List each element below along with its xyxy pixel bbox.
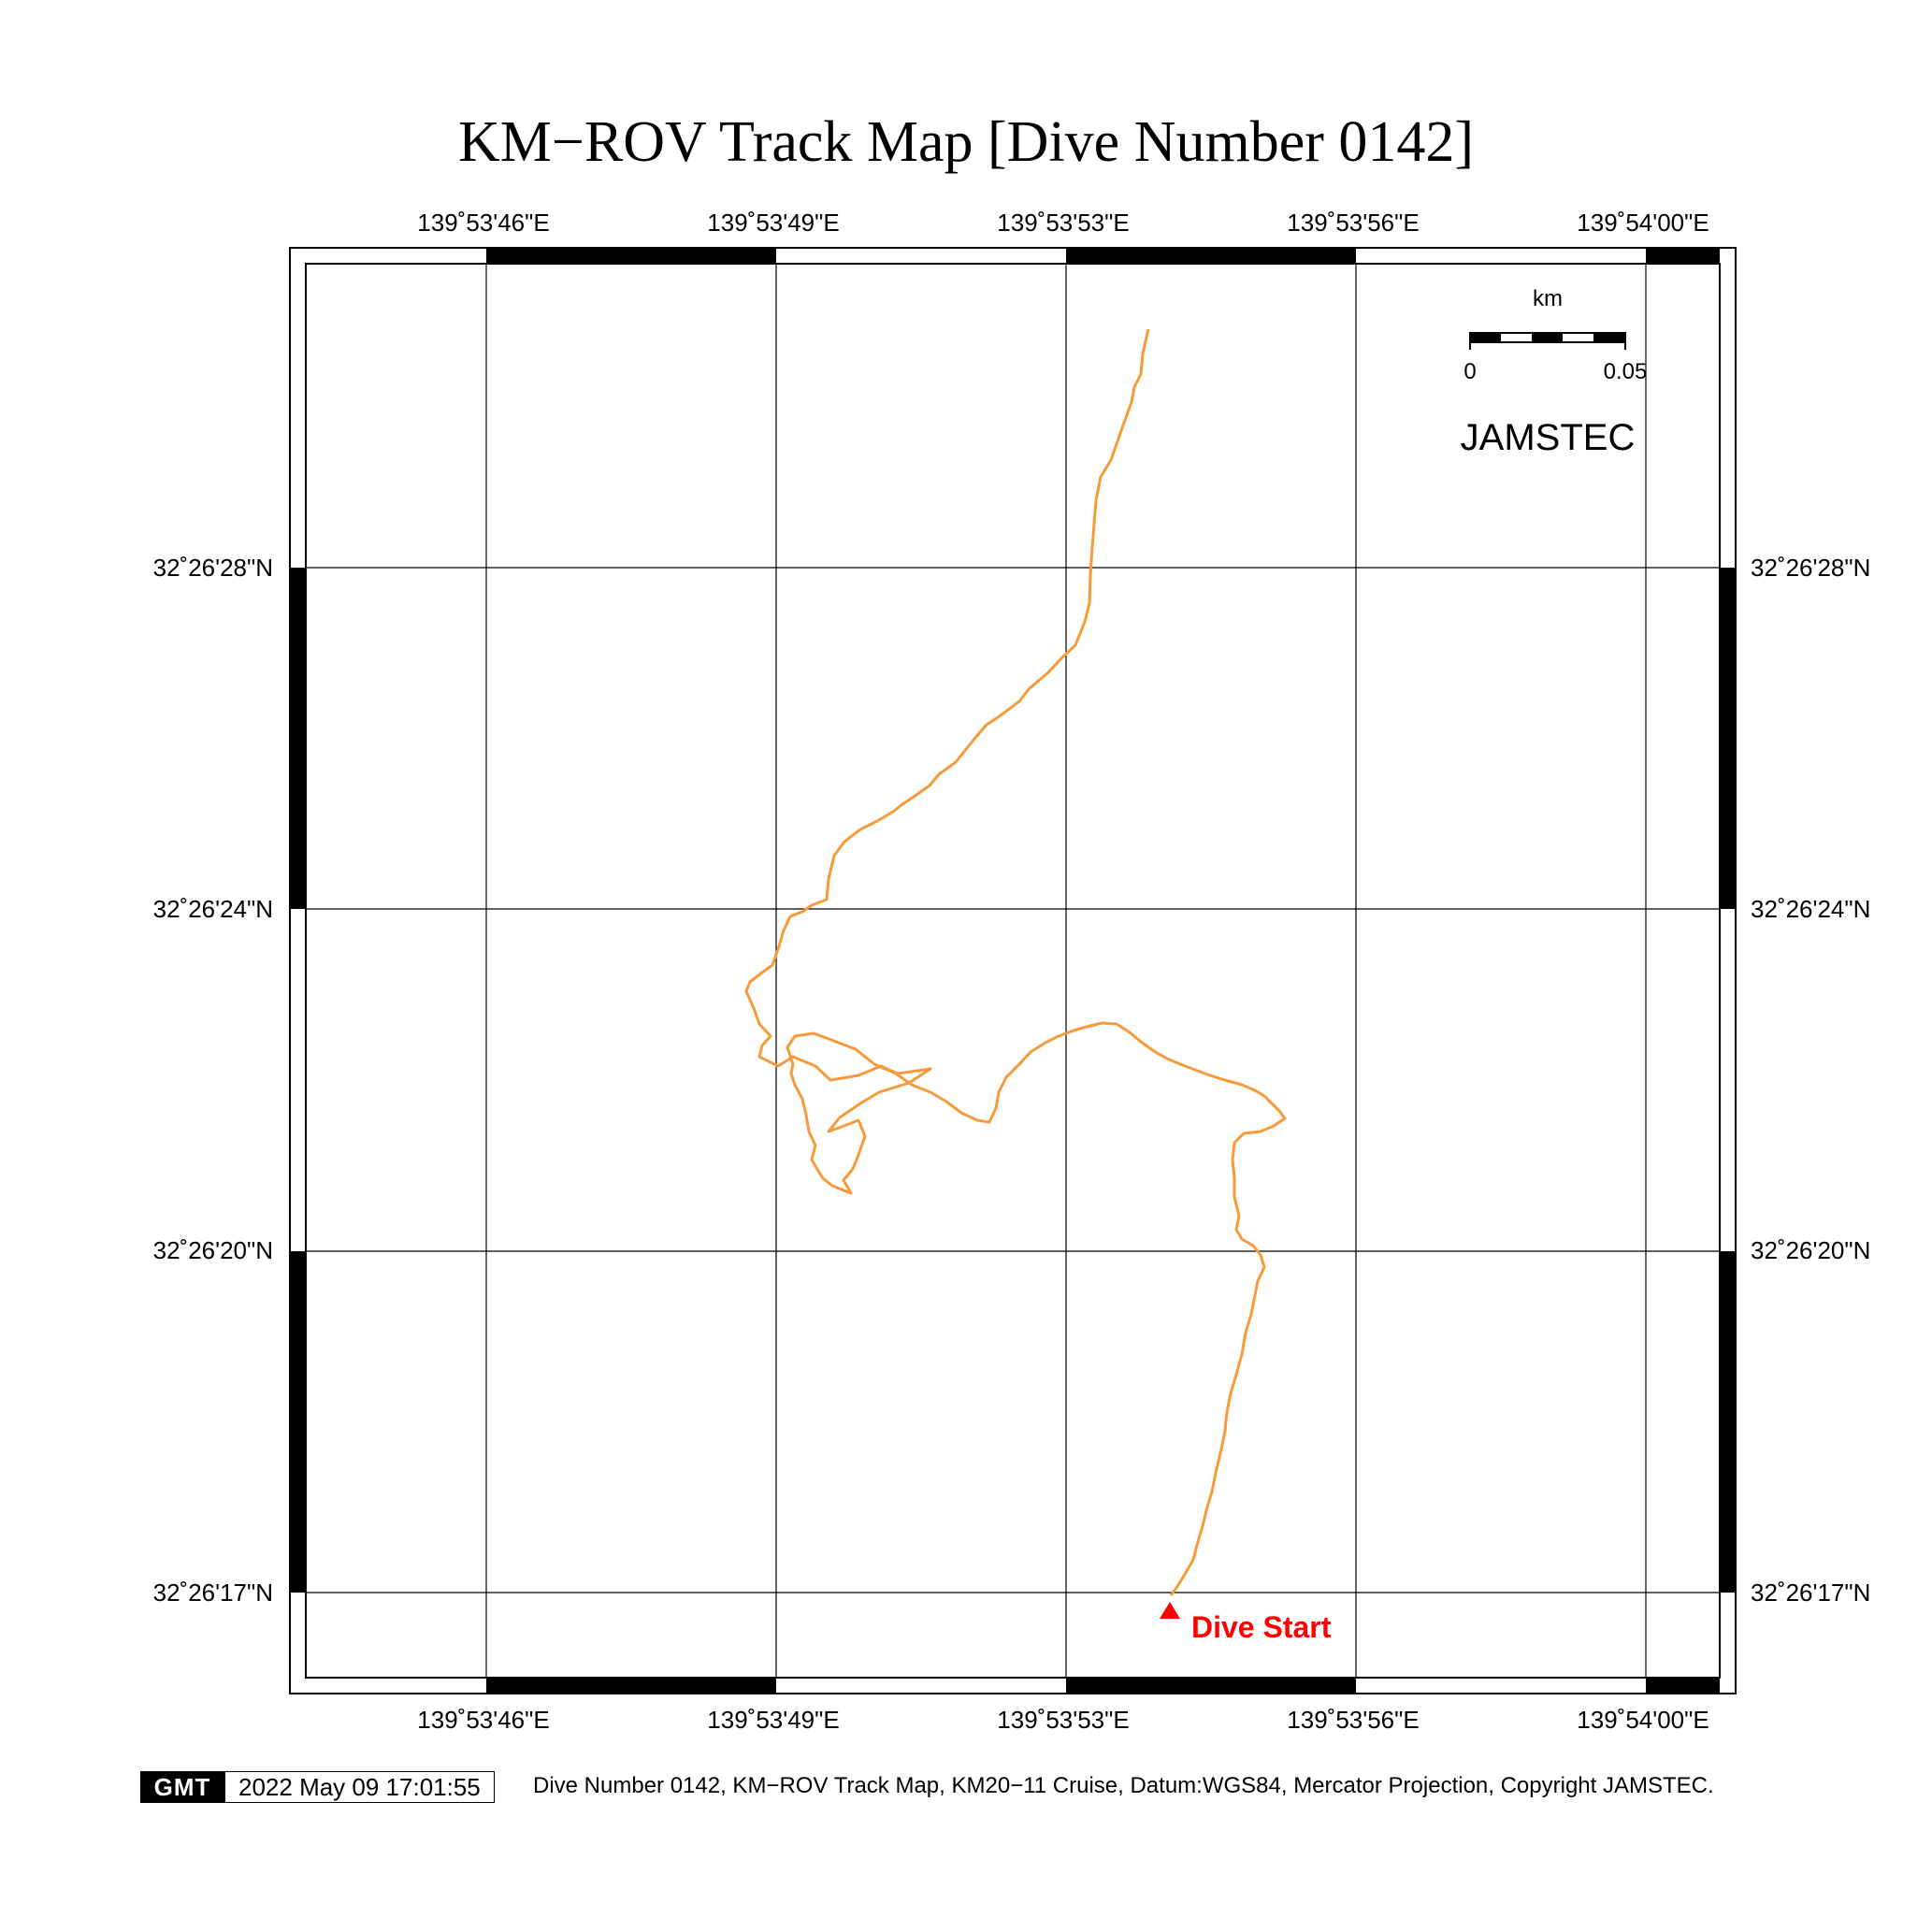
- left-lat-label: 32˚26'24"N: [152, 895, 273, 923]
- right-lat-label: 32˚26'20"N: [1751, 1236, 1871, 1264]
- top-lon-label: 139˚53'46"E: [417, 209, 550, 237]
- top-lon-label: 139˚53'53"E: [997, 209, 1130, 237]
- bottom-lon-label: 139˚54'00"E: [1577, 1706, 1709, 1734]
- gridlines: [306, 264, 1720, 1678]
- scale-bar: [1469, 332, 1626, 350]
- dive-start-marker: [1160, 1602, 1180, 1619]
- map-caption: Dive Number 0142, KM−ROV Track Map, KM20…: [533, 1773, 1714, 1798]
- left-lat-label: 32˚26'17"N: [152, 1579, 273, 1607]
- scale-end-label: 0.05: [1603, 359, 1648, 384]
- rov-track: [744, 328, 1287, 1596]
- organization-label: JAMSTEC: [1460, 417, 1636, 458]
- bottom-lon-label: 139˚53'46"E: [417, 1706, 550, 1734]
- outer-frame: [289, 247, 1737, 1694]
- frame-ticks: [291, 249, 1735, 1693]
- left-lat-label: 32˚26'20"N: [152, 1236, 273, 1264]
- top-lon-label: 139˚53'56"E: [1287, 209, 1420, 237]
- scale-start-label: 0: [1463, 359, 1477, 384]
- right-lat-label: 32˚26'24"N: [1751, 895, 1871, 923]
- bottom-lon-label: 139˚53'49"E: [707, 1706, 840, 1734]
- gmt-timestamp: GMT 2022 May 09 17:01:55: [140, 1769, 495, 1805]
- right-lat-label: 32˚26'17"N: [1751, 1579, 1871, 1607]
- gmt-logo: GMT: [140, 1771, 224, 1803]
- scale-unit-label: km: [1533, 286, 1563, 311]
- left-lat-label: 32˚26'28"N: [152, 554, 273, 582]
- top-lon-label: 139˚53'49"E: [707, 209, 840, 237]
- top-lon-label: 139˚54'00"E: [1577, 209, 1709, 237]
- bottom-lon-label: 139˚53'53"E: [997, 1706, 1130, 1734]
- map-frame: [305, 263, 1721, 1679]
- timestamp: 2022 May 09 17:01:55: [224, 1771, 495, 1803]
- map-title: KM−ROV Track Map [Dive Number 0142]: [457, 110, 1475, 174]
- dive-start-label: Dive Start: [1191, 1610, 1332, 1644]
- right-lat-label: 32˚26'28"N: [1751, 554, 1871, 582]
- bottom-lon-label: 139˚53'56"E: [1287, 1706, 1420, 1734]
